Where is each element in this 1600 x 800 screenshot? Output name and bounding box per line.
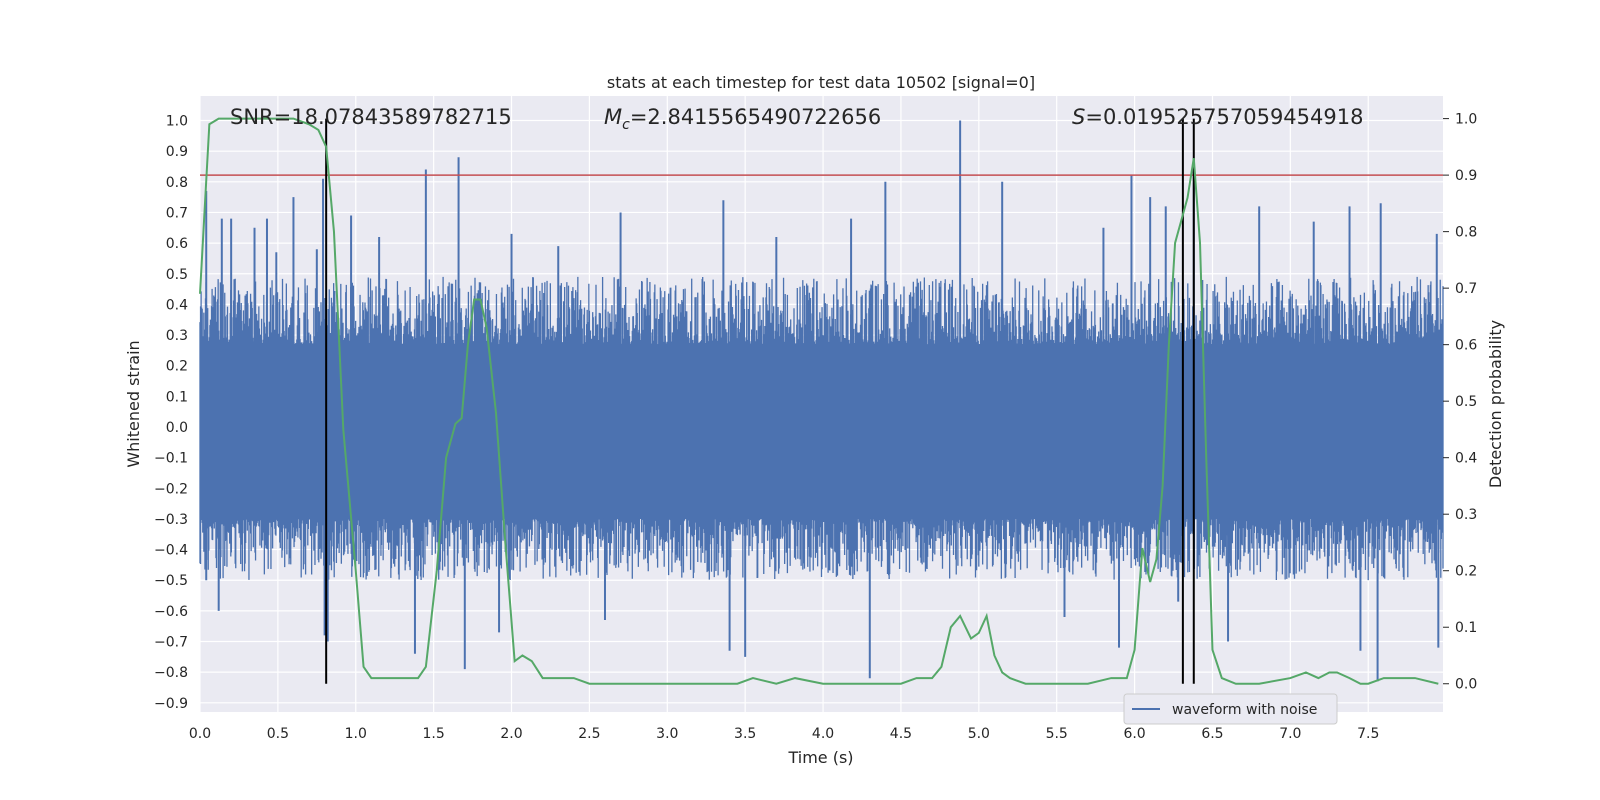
- y2-tick-label: 0.0: [1455, 677, 1477, 693]
- y-tick-label: 0.8: [166, 175, 188, 191]
- mc-subscript: c: [622, 117, 630, 133]
- y2-tick-label: 0.5: [1455, 394, 1477, 410]
- y2-tick-label: 0.1: [1455, 620, 1477, 636]
- x-tick-label: 0.5: [267, 726, 289, 742]
- waveform-core-band: [200, 344, 1443, 519]
- y2-tick-label: 0.4: [1455, 451, 1477, 467]
- x-tick-label: 7.5: [1357, 726, 1379, 742]
- s-value: =0.019525757059454918: [1085, 105, 1363, 129]
- s-annotation: S=0.019525757059454918: [1072, 105, 1363, 129]
- x-tick-label: 3.0: [656, 726, 678, 742]
- x-tick-label: 1.5: [423, 726, 445, 742]
- y2-tick-label: 0.9: [1455, 168, 1477, 184]
- x-tick-label: 3.5: [734, 726, 756, 742]
- x-tick-label: 0.0: [189, 726, 211, 742]
- waveform-series: [199, 120, 1444, 682]
- x-tick-label: 2.0: [500, 726, 522, 742]
- probability-series: [199, 117, 1439, 685]
- y-tick-label: −0.2: [154, 481, 188, 497]
- y-axis-ticks: −0.9 −0.8 −0.7 −0.6 −0.5 −0.4 −0.3 −0.2 −0.1 0.0 0…: [154, 114, 188, 712]
- y-tick-label: 0.3: [166, 328, 188, 344]
- y-tick-label: 0.4: [166, 297, 188, 313]
- snr-annotation: SNR=18.07843589782715: [230, 105, 512, 129]
- legend-entry: waveform with noise: [1172, 702, 1317, 718]
- y2-tick-label: 0.7: [1455, 281, 1477, 297]
- y2-axis-ticks: 0.0 0.1 0.2 0.3 0.4 0.5 0.6 0.7 0.8 0.9 1.0: [1443, 112, 1477, 693]
- x-tick-label: 4.5: [890, 726, 912, 742]
- y-tick-label: 0.1: [166, 389, 188, 405]
- y-tick-label: 0.5: [166, 267, 188, 283]
- y2-axis-label: Detection probability: [1486, 320, 1505, 488]
- x-axis-ticks: 0.0 0.5 1.0 1.5 2.0 2.5 3.0 3.5 4.0 4.5 5.0 5.5 6.0 6…: [189, 726, 1379, 742]
- mc-annotation: Mc=2.8415565490722656: [604, 105, 881, 133]
- y2-tick-label: 0.6: [1455, 338, 1477, 354]
- y-axis-label: Whitened strain: [124, 340, 143, 467]
- y-tick-label: 0.7: [166, 205, 188, 221]
- y-tick-label: −0.1: [154, 451, 188, 467]
- x-axis-label: Time (s): [787, 748, 853, 767]
- y-tick-label: 1.0: [166, 114, 188, 130]
- mc-symbol: M: [604, 105, 622, 129]
- x-tick-label: 2.5: [578, 726, 600, 742]
- y-tick-label: 0.2: [166, 359, 188, 375]
- y2-tick-label: 0.3: [1455, 507, 1477, 523]
- y-tick-label: −0.8: [154, 665, 188, 681]
- probability-line: [199, 117, 1439, 685]
- y-tick-label: −0.3: [154, 512, 188, 528]
- mc-value: =2.8415565490722656: [630, 105, 881, 129]
- legend-box: [1123, 693, 1338, 725]
- x-tick-label: 7.0: [1279, 726, 1301, 742]
- y-tick-label: 0.0: [166, 420, 188, 436]
- y-tick-label: −0.4: [154, 543, 188, 559]
- s-symbol: S: [1072, 105, 1085, 129]
- x-tick-label: 5.0: [968, 726, 990, 742]
- y2-tick-label: 1.0: [1455, 112, 1477, 128]
- y-tick-label: 0.6: [166, 236, 188, 252]
- y2-tick-label: 0.2: [1455, 564, 1477, 580]
- y-tick-label: 0.9: [166, 144, 188, 160]
- x-tick-label: 6.5: [1201, 726, 1223, 742]
- x-tick-label: 1.0: [345, 726, 367, 742]
- x-tick-label: 5.5: [1046, 726, 1068, 742]
- x-tick-label: 6.0: [1123, 726, 1145, 742]
- y-tick-label: −0.9: [154, 696, 188, 712]
- chart-title: stats at each timestep for test data 105…: [607, 73, 1035, 92]
- y2-tick-label: 0.8: [1455, 225, 1477, 241]
- y-tick-label: −0.5: [154, 573, 188, 589]
- legend: waveform with noise: [1123, 693, 1338, 725]
- x-tick-label: 4.0: [812, 726, 834, 742]
- y-tick-label: −0.6: [154, 604, 188, 620]
- y-tick-label: −0.7: [154, 635, 188, 651]
